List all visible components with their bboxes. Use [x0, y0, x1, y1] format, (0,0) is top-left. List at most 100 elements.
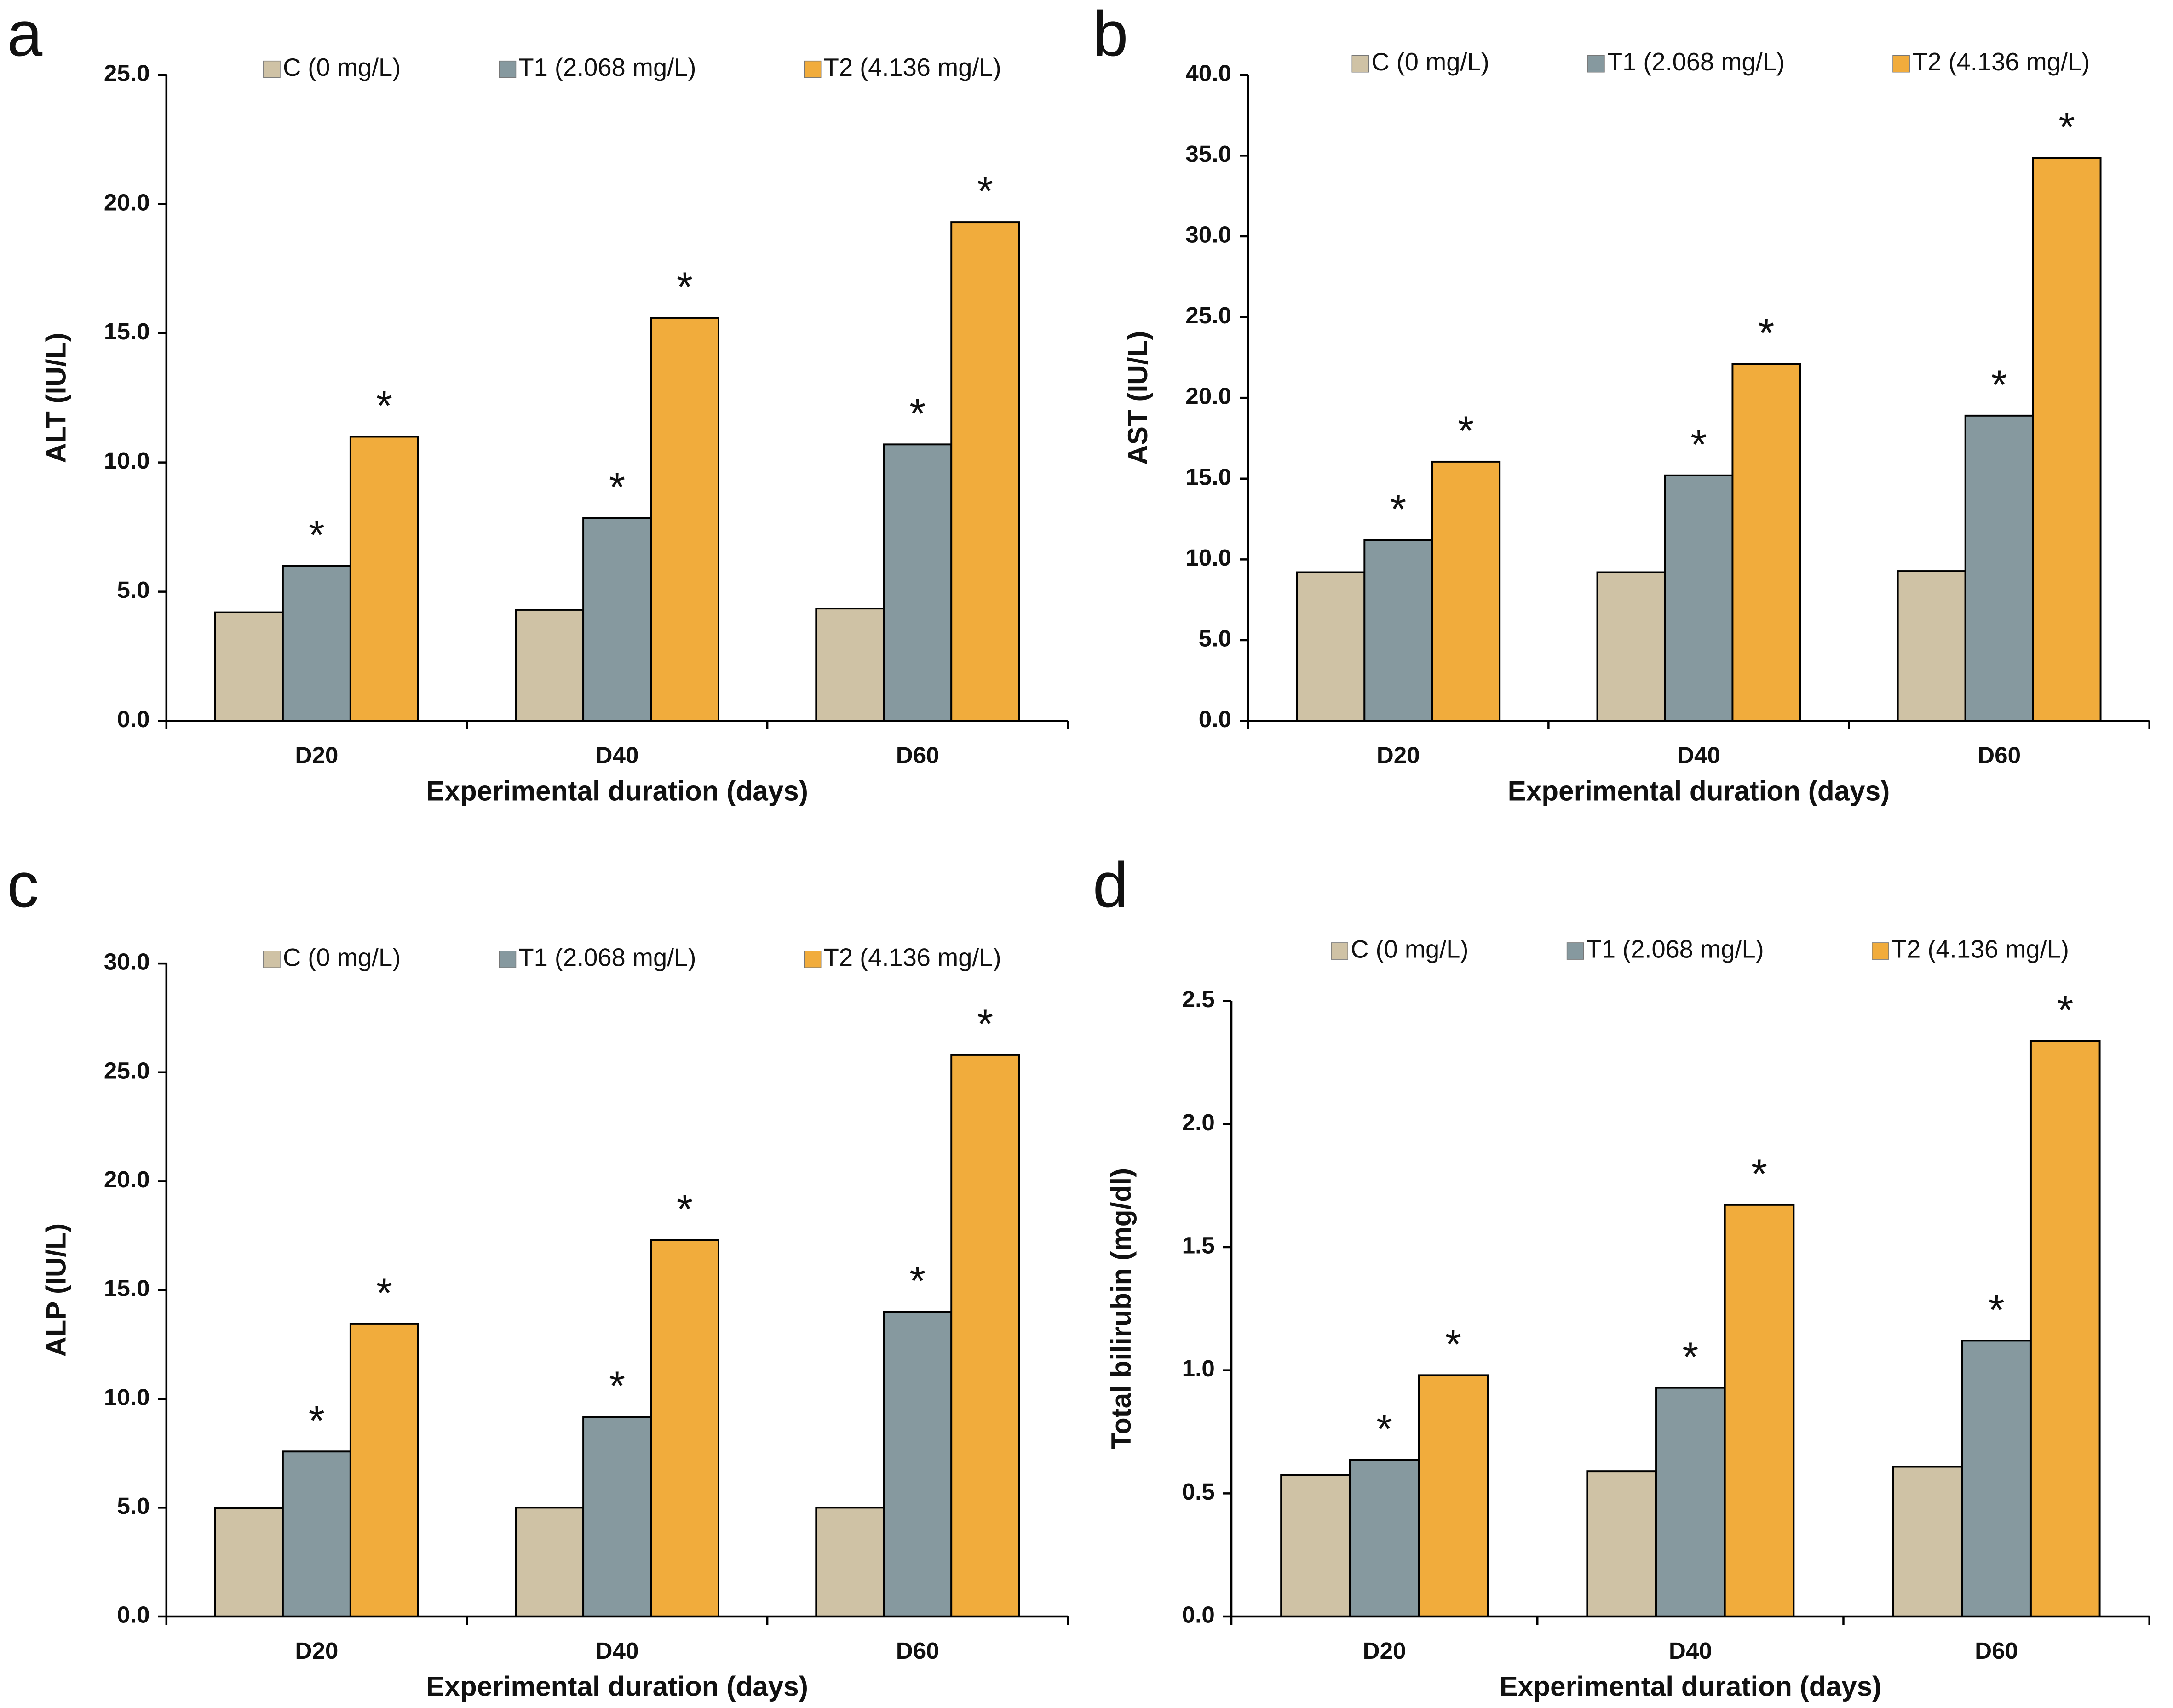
legend-swatch: [804, 951, 822, 968]
legend-swatch: [1331, 942, 1349, 960]
y-tick-label: 2.0: [1182, 1109, 1215, 1135]
significance-marker: *: [309, 1398, 325, 1444]
legend-label: T1 (2.068 mg/L): [1587, 935, 1764, 963]
bar: [883, 1311, 953, 1617]
legend-label: T2 (4.136 mg/L): [1891, 935, 2069, 963]
bar: [1731, 363, 1801, 722]
panel-label: b: [1093, 0, 1128, 69]
y-tick-label: 30.0: [104, 949, 150, 975]
y-tick-label: 10.0: [1185, 544, 1231, 571]
x-tick-label: D40: [596, 1638, 639, 1664]
y-tick-label: 25.0: [104, 60, 150, 86]
panel: b 0.0 5.0 10.0 15.0 20.0 25.0 30.0 35.0 40.0 D20 * *…: [1093, 0, 2150, 806]
y-tick-label: 30.0: [1185, 222, 1231, 248]
significance-marker: *: [1751, 1151, 1767, 1197]
x-axis-label: Experimental duration (days): [426, 775, 808, 806]
bar: [2032, 157, 2102, 722]
y-tick-label: 0.0: [117, 1602, 149, 1628]
bar: [1664, 474, 1734, 722]
bar: [1892, 1466, 1963, 1617]
legend-swatch: [1892, 55, 1910, 73]
y-axis-label: AST (IU/L): [1122, 331, 1153, 465]
legend-label: T1 (2.068 mg/L): [519, 944, 696, 971]
significance-marker: *: [1376, 1406, 1392, 1452]
significance-marker: *: [609, 1363, 625, 1410]
x-tick-label: D60: [896, 1638, 939, 1664]
bar: [815, 1507, 885, 1617]
legend-swatch: [1587, 55, 1605, 73]
x-axis-label: Experimental duration (days): [1499, 1671, 1881, 1702]
significance-marker: *: [1445, 1321, 1461, 1368]
bar: [1418, 1374, 1489, 1617]
bar: [1280, 1474, 1351, 1617]
bar: [950, 1054, 1020, 1617]
legend-swatch: [1351, 55, 1369, 73]
y-axis-label: ALT (IU/L): [40, 332, 72, 463]
y-tick-label: 0.5: [1182, 1479, 1215, 1505]
significance-marker: *: [1988, 1287, 2004, 1333]
y-axis-label: ALP (IU/L): [40, 1223, 72, 1357]
y-tick-label: 10.0: [104, 1384, 150, 1410]
panel: d 0.0 0.5 1.0 1.5 2.0 2.5 D20 * * D40 * * D60 * * Experi…: [1093, 849, 2150, 1702]
x-tick-label: D40: [1677, 742, 1720, 768]
x-tick-label: D40: [596, 742, 639, 768]
panel: c 0.0 5.0 10.0 15.0 20.0 25.0 30.0 D20 * * D40 * * D60…: [7, 849, 1069, 1702]
bar: [515, 609, 585, 722]
x-axis-label: Experimental duration (days): [1508, 775, 1890, 806]
significance-marker: *: [1682, 1334, 1698, 1380]
x-tick-label: D20: [1377, 742, 1420, 768]
x-tick-label: D60: [1975, 1638, 2018, 1664]
significance-marker: *: [977, 1001, 993, 1048]
significance-marker: *: [909, 1258, 926, 1304]
y-tick-label: 25.0: [104, 1057, 150, 1083]
bar: [1961, 1340, 2032, 1617]
bar: [1431, 460, 1501, 722]
y-tick-label: 1.0: [1182, 1355, 1215, 1381]
y-tick-label: 5.0: [1199, 625, 1231, 652]
legend-label: C (0 mg/L): [283, 944, 401, 971]
bar: [650, 1239, 719, 1617]
bar: [1724, 1204, 1795, 1617]
legend-label: T2 (4.136 mg/L): [1912, 48, 2090, 76]
x-tick-label: D20: [295, 1638, 338, 1664]
bar: [349, 1323, 419, 1617]
significance-marker: *: [376, 1270, 392, 1317]
bar: [1596, 571, 1666, 722]
x-tick-label: D60: [896, 742, 939, 768]
significance-marker: *: [376, 383, 392, 429]
x-axis-label: Experimental duration (days): [426, 1671, 808, 1702]
y-tick-label: 1.5: [1182, 1232, 1215, 1258]
x-tick-label: D60: [1978, 742, 2021, 768]
significance-marker: *: [909, 390, 926, 437]
bar: [582, 1416, 652, 1617]
legend-swatch: [499, 951, 517, 968]
panel: a 0.0 5.0 10.0 15.0 20.0 25.0 D20 * * D40 * * D60 * * Ex…: [7, 0, 1069, 806]
significance-marker: *: [677, 1186, 693, 1232]
bar: [214, 611, 284, 722]
bar: [1655, 1387, 1726, 1617]
y-tick-label: 2.5: [1182, 986, 1215, 1012]
bar: [1897, 570, 1966, 722]
y-tick-label: 0.0: [117, 706, 149, 732]
significance-marker: *: [1991, 361, 2007, 408]
bar: [282, 565, 351, 722]
bar: [515, 1507, 585, 1617]
significance-marker: *: [1390, 486, 1406, 533]
legend-swatch: [1872, 942, 1889, 960]
significance-marker: *: [609, 464, 625, 510]
y-tick-label: 10.0: [104, 447, 150, 474]
y-tick-label: 0.0: [1182, 1602, 1215, 1628]
bar: [582, 517, 652, 722]
y-tick-label: 35.0: [1185, 141, 1231, 167]
y-tick-label: 20.0: [104, 1166, 150, 1192]
y-tick-label: 0.0: [1199, 706, 1231, 732]
bar: [883, 443, 953, 722]
bar: [1586, 1470, 1657, 1617]
legend-label: T2 (4.136 mg/L): [824, 944, 1001, 971]
legend-label: C (0 mg/L): [283, 54, 401, 81]
significance-marker: *: [977, 168, 993, 215]
panel-label: d: [1093, 849, 1128, 921]
legend-swatch: [263, 951, 281, 968]
y-tick-label: 5.0: [117, 1493, 149, 1519]
legend-swatch: [804, 60, 822, 78]
